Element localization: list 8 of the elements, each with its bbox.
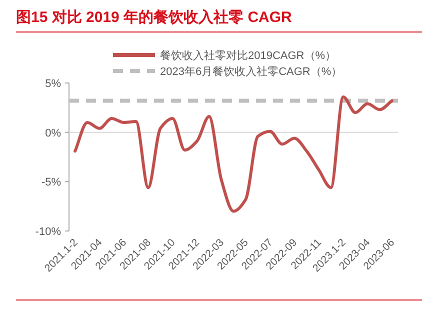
line-series bbox=[74, 95, 394, 213]
legend-label: 餐饮收入社零对比2019CAGR（%） bbox=[160, 49, 336, 62]
y-tick-label: -10% bbox=[35, 226, 62, 238]
y-tick-label: -5% bbox=[41, 176, 62, 189]
legend-label: 2023年6月餐饮收入社零CAGR（%） bbox=[160, 65, 342, 78]
chart-title: 图15 对比 2019 年的餐饮收入社零 CAGR bbox=[16, 9, 292, 26]
y-tick-label: 0% bbox=[45, 127, 62, 140]
y-tick-label: 5% bbox=[45, 78, 62, 90]
